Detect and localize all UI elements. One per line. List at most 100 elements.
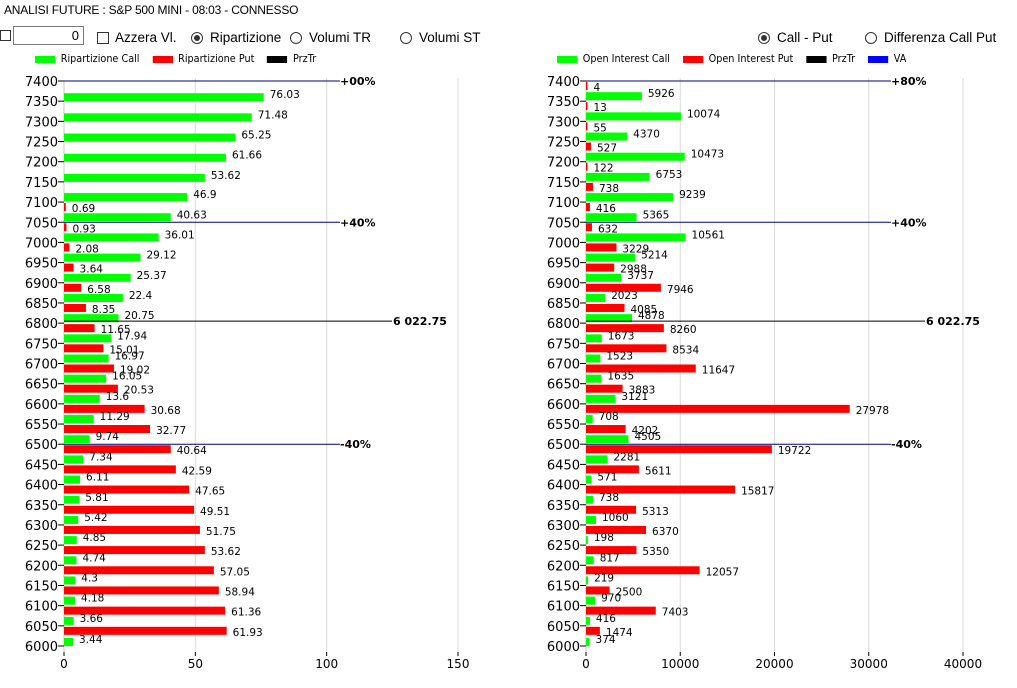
data-label-call: 970 [601,593,621,605]
data-label-put: 527 [597,143,617,155]
bar-put [64,606,226,615]
data-label-call: 11.29 [100,411,130,423]
bar-call [64,93,264,102]
bar-call [586,92,642,101]
y-tick-label: 6150 [547,579,580,594]
radio-differenza-call-put[interactable]: Differenza Call Put [865,30,996,45]
data-label-call: 3737 [627,270,654,282]
y-tick-label: 7400 [547,75,580,90]
bar-put [64,223,67,232]
data-label-call: 53.62 [211,170,241,182]
number-input[interactable]: 0 [13,26,84,45]
data-label-call: 6753 [656,169,683,181]
y-tick-label: 7350 [547,95,580,110]
data-label-call: 16.05 [112,371,142,383]
radio-indicator[interactable] [290,31,302,44]
bar-put [586,82,588,90]
bar-put [586,465,639,474]
bar-put [64,263,74,272]
data-label-put: 53.62 [211,546,241,558]
bar-call [586,475,592,484]
y-tick-label: 6950 [25,257,58,272]
bar-call [64,556,77,565]
data-label-call: 4.3 [81,572,98,584]
data-label-call: 29.12 [146,250,176,262]
bar-put [586,263,615,272]
y-tick-label: 6650 [25,378,58,393]
legend-swatch-put [682,55,704,63]
bar-put [64,445,171,454]
bar-call [64,374,107,383]
radio-call-put[interactable]: Call - Put [758,30,833,45]
data-label-call: 374 [596,634,616,646]
y-tick-label: 6700 [25,358,58,373]
bar-put [64,505,195,514]
bar-put [586,162,588,171]
legend-label: PrzTr [831,53,856,65]
bar-call [586,233,686,242]
radio-indicator[interactable] [400,31,412,44]
data-label-call: 5214 [641,250,668,262]
legend-swatch-call [557,55,578,63]
azzera-checkbox-box[interactable] [97,31,109,44]
legend-swatch-call [35,55,56,63]
data-label-call: 738 [599,492,619,504]
bar-put [586,505,637,514]
radio-indicator[interactable] [865,31,877,44]
bar-put [64,303,86,312]
bar-call [586,596,596,605]
bar-put [586,223,592,232]
data-label-call: 198 [594,532,614,544]
y-tick-label: 6550 [547,418,580,433]
bar-call [64,213,171,222]
data-label-put: 12057 [706,566,739,578]
bar-put [64,525,200,534]
y-tick-label: 7100 [547,196,580,211]
radio-label: Volumi ST [419,30,481,45]
data-label-put: 8534 [672,344,699,356]
data-label-put: 0.93 [72,223,95,235]
bar-call [586,132,628,141]
y-tick-label: 6250 [547,539,580,554]
data-label-call: 5.42 [84,512,107,524]
y-tick-label: 6000 [547,640,580,655]
bar-call [64,475,81,484]
y-tick-label: 6100 [25,600,58,615]
bar-call [586,515,596,524]
data-label-call: 4370 [633,129,660,141]
data-label-call: 1523 [606,351,633,363]
y-tick-label: 6150 [25,579,58,594]
x-tick-label: 40000 [944,657,982,671]
data-label-put: 416 [596,203,616,215]
bar-call [586,638,590,646]
data-label-call: 36.01 [165,229,195,241]
bar-put [586,485,736,494]
bar-put [586,142,591,151]
bar-put [64,384,118,393]
radio-ripartizione[interactable]: Ripartizione [191,30,281,45]
radio-label: Volumi TR [309,30,372,45]
legend-swatch-prztr [806,55,827,63]
radio-volumi-st[interactable]: Volumi ST [400,30,481,45]
va-line-label: -40% [340,438,371,451]
data-label-call: 61.66 [232,150,262,162]
bar-put [586,606,656,615]
bar-put [586,344,667,353]
radio-indicator[interactable] [758,31,770,44]
radio-volumi-tr[interactable]: Volumi TR [290,30,371,45]
data-label-put: 2500 [616,586,643,598]
azzera-checkbox[interactable]: Azzera Vl. [97,30,177,45]
bar-call [64,133,236,142]
bar-put [586,445,772,454]
bar-put [64,243,70,252]
radio-indicator[interactable] [191,31,203,44]
bar-call [64,334,112,343]
enable-checkbox[interactable] [0,30,11,41]
y-tick-label: 6800 [25,317,58,332]
y-tick-label: 6200 [25,559,58,574]
data-label-call: 219 [594,572,614,584]
va-line-label: -40% [891,438,922,451]
bar-put [586,243,617,252]
bar-put [586,404,850,413]
bar-call [586,435,629,444]
